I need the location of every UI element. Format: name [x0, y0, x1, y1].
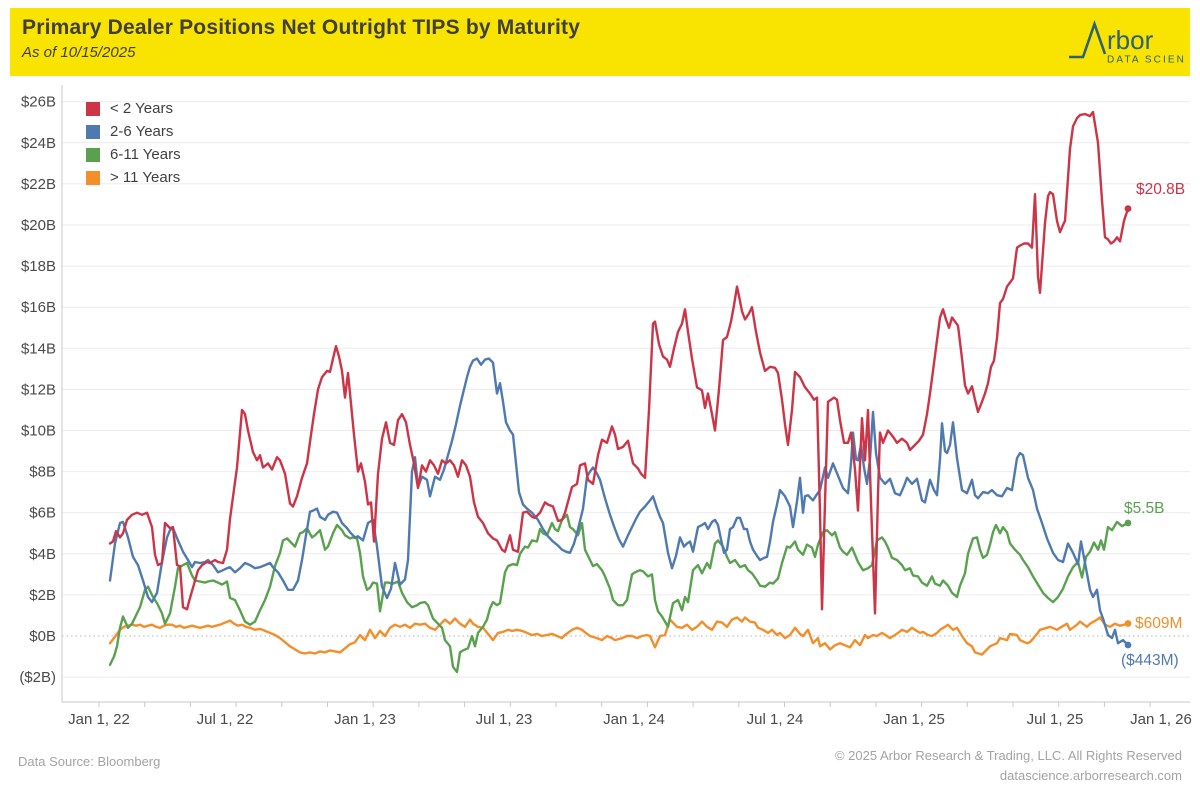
series-end-dot: [1124, 641, 1132, 649]
y-tick-label: $8B: [29, 464, 56, 481]
footer-credits: © 2025 Arbor Research & Trading, LLC. Al…: [835, 746, 1182, 786]
arbor-logo: rbor DATA SCIENCE: [1066, 17, 1200, 72]
y-tick-label: $24B: [21, 135, 56, 152]
data-source: Data Source: Bloomberg: [18, 754, 161, 769]
chart-svg: $26B $24B $22B $20B $18B $16B $14B $12B $10B $8B $…: [19, 85, 1192, 728]
y-tick-label: $6B: [29, 505, 56, 522]
y-tick-label: $14B: [21, 340, 56, 357]
x-tick-label: Jul 1, 22: [197, 711, 254, 728]
legend-swatch-icon: [86, 124, 100, 139]
y-tick-label: $18B: [21, 258, 56, 275]
series-end-dot: [1124, 205, 1132, 213]
legend-label: 6-11 Years: [110, 146, 181, 163]
series-line: [108, 513, 1130, 674]
x-tick-label: Jul 1, 24: [747, 711, 804, 728]
x-tick-label: Jan 1, 26: [1130, 711, 1192, 728]
legend-label: 2-6 Years: [110, 123, 174, 140]
y-tick-label: $26B: [21, 94, 56, 111]
logo-tagline: DATA SCIENCE: [1107, 55, 1184, 66]
series-end-label: $20.8B: [1136, 181, 1185, 198]
legend-label: > 11 Years: [110, 169, 181, 186]
series-end-dot: [1124, 519, 1132, 527]
y-tick-label: $12B: [21, 381, 56, 398]
y-tick-label: ($2B): [19, 669, 56, 686]
legend-swatch-icon: [86, 101, 100, 116]
page-title: Primary Dealer Positions Net Outright TI…: [22, 16, 581, 39]
series-line: [108, 616, 1130, 656]
legend-item: 2-6 Years: [86, 120, 181, 143]
chart-legend: < 2 Years 2-6 Years 6-11 Years > 11 Years: [86, 97, 181, 189]
x-tick-label: Jan 1, 24: [603, 711, 665, 728]
x-tick-label: Jan 1, 23: [334, 711, 396, 728]
y-tick-label: $0B: [29, 628, 56, 645]
series-line: [108, 357, 1130, 647]
y-tick-label: $22B: [21, 176, 56, 193]
title-banner: Primary Dealer Positions Net Outright TI…: [10, 8, 1200, 76]
series-end-dot: [1124, 620, 1132, 627]
series-line: [108, 110, 1130, 615]
y-tick-label: $16B: [21, 299, 56, 316]
logo-wordmark: rbor: [1107, 25, 1154, 55]
legend-label: < 2 Years: [110, 100, 173, 117]
x-tick-label: Jul 1, 25: [1027, 711, 1084, 728]
series-end-label: $609M: [1135, 615, 1182, 632]
x-tick-label: Jan 1, 22: [68, 711, 130, 728]
y-tick-label: $10B: [21, 423, 56, 440]
y-tick-label: $20B: [21, 217, 56, 234]
legend-item: < 2 Years: [86, 97, 181, 120]
as-of-date: As of 10/15/2025: [22, 44, 136, 61]
copyright-text: © 2025 Arbor Research & Trading, LLC. Al…: [834, 748, 1182, 763]
website-text: datascience.arborresearch.com: [999, 768, 1182, 783]
legend-swatch-icon: [86, 147, 100, 162]
y-tick-label: $2B: [29, 587, 56, 604]
legend-swatch-icon: [86, 170, 100, 185]
legend-item: > 11 Years: [86, 166, 181, 189]
arbor-logo-icon: rbor DATA SCIENCE: [1069, 20, 1200, 66]
x-tick-label: Jan 1, 25: [883, 711, 945, 728]
series-end-label: $5.5B: [1124, 500, 1165, 517]
series-end-label: ($443M): [1121, 652, 1179, 669]
x-tick-label: Jul 1, 23: [476, 711, 533, 728]
y-tick-label: $4B: [29, 546, 56, 563]
legend-item: 6-11 Years: [86, 143, 181, 166]
